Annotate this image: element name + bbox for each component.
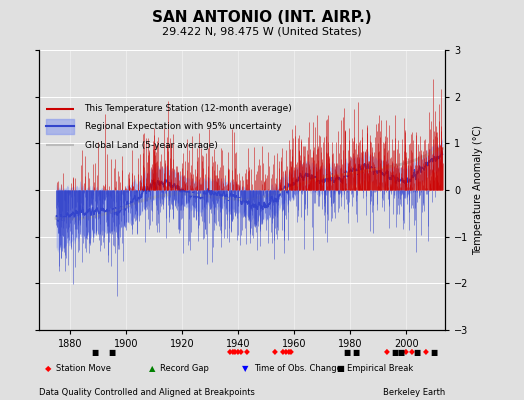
Text: Data Quality Controlled and Aligned at Breakpoints: Data Quality Controlled and Aligned at B… <box>39 388 255 397</box>
Text: ■: ■ <box>344 348 351 356</box>
Text: ◆: ◆ <box>384 348 389 356</box>
Text: Global Land (5-year average): Global Land (5-year average) <box>84 141 217 150</box>
Text: Berkeley Earth: Berkeley Earth <box>383 388 445 397</box>
Text: ▼: ▼ <box>242 364 249 373</box>
Text: ◆: ◆ <box>286 348 291 356</box>
Text: ◆: ◆ <box>233 348 238 356</box>
Text: ◆: ◆ <box>288 348 294 356</box>
Text: Record Gap: Record Gap <box>160 364 210 373</box>
Text: ◆: ◆ <box>238 348 244 356</box>
Text: ■: ■ <box>92 348 99 356</box>
Text: ■: ■ <box>336 364 344 373</box>
Text: ◆: ◆ <box>283 348 289 356</box>
Text: ■: ■ <box>391 348 399 356</box>
Text: ◆: ◆ <box>280 348 286 356</box>
Text: ◆: ◆ <box>227 348 233 356</box>
Text: ◆: ◆ <box>423 348 429 356</box>
Text: ◆: ◆ <box>409 348 414 356</box>
Text: Regional Expectation with 95% uncertainty: Regional Expectation with 95% uncertaint… <box>84 122 281 131</box>
Text: SAN ANTONIO (INT. AIRP.): SAN ANTONIO (INT. AIRP.) <box>152 10 372 25</box>
Text: ◆: ◆ <box>230 348 235 356</box>
Text: ◆: ◆ <box>235 348 241 356</box>
Text: ◆: ◆ <box>403 348 409 356</box>
Text: ■: ■ <box>352 348 359 356</box>
Text: This Temperature Station (12-month average): This Temperature Station (12-month avera… <box>84 104 292 113</box>
Text: Station Move: Station Move <box>56 364 111 373</box>
Text: 29.422 N, 98.475 W (United States): 29.422 N, 98.475 W (United States) <box>162 26 362 36</box>
Text: ◆: ◆ <box>244 348 249 356</box>
Text: ■: ■ <box>397 348 404 356</box>
Text: ◆: ◆ <box>271 348 278 356</box>
Text: ■: ■ <box>414 348 421 356</box>
Text: ■: ■ <box>108 348 116 356</box>
Text: Empirical Break: Empirical Break <box>347 364 413 373</box>
Text: ▲: ▲ <box>149 364 156 373</box>
Text: Time of Obs. Change: Time of Obs. Change <box>254 364 342 373</box>
Text: ◆: ◆ <box>45 364 51 373</box>
Text: ■: ■ <box>431 348 438 356</box>
Y-axis label: Temperature Anomaly (°C): Temperature Anomaly (°C) <box>473 125 483 255</box>
